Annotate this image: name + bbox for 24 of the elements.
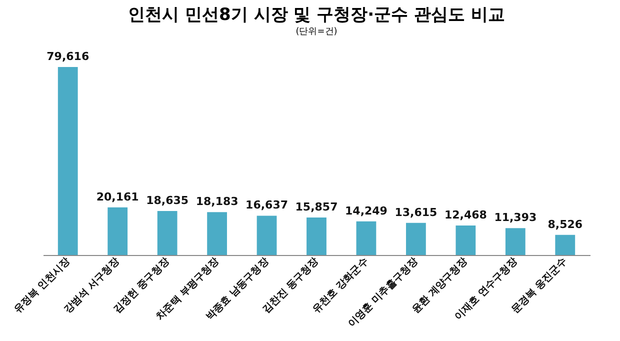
data-label: 8,526: [548, 218, 583, 231]
chart-subtitle: (단위=건): [296, 27, 338, 37]
data-label: 79,616: [46, 50, 90, 63]
bar: [108, 207, 128, 255]
data-label: 18,635: [146, 194, 189, 207]
data-label: 14,249: [345, 204, 388, 218]
data-label: 11,393: [494, 211, 537, 224]
chart-title: 인천시 민선8기 시장 및 구청장·군수 관심도 비교: [128, 5, 505, 25]
bar: [256, 216, 277, 255]
bar: [207, 212, 227, 255]
data-label: 18,183: [196, 195, 238, 208]
bar: [406, 222, 426, 255]
bar: [456, 226, 476, 255]
data-label: 13,615: [394, 206, 438, 219]
bar: [505, 228, 526, 255]
bar: [356, 221, 376, 255]
data-label: 15,857: [295, 200, 338, 214]
data-label: 20,161: [96, 190, 139, 204]
bar: [157, 210, 178, 255]
bar: [555, 234, 576, 255]
data-label: 16,637: [246, 198, 288, 212]
data-label: 12,468: [444, 208, 487, 222]
bar: [58, 67, 78, 255]
bar: [306, 218, 326, 255]
